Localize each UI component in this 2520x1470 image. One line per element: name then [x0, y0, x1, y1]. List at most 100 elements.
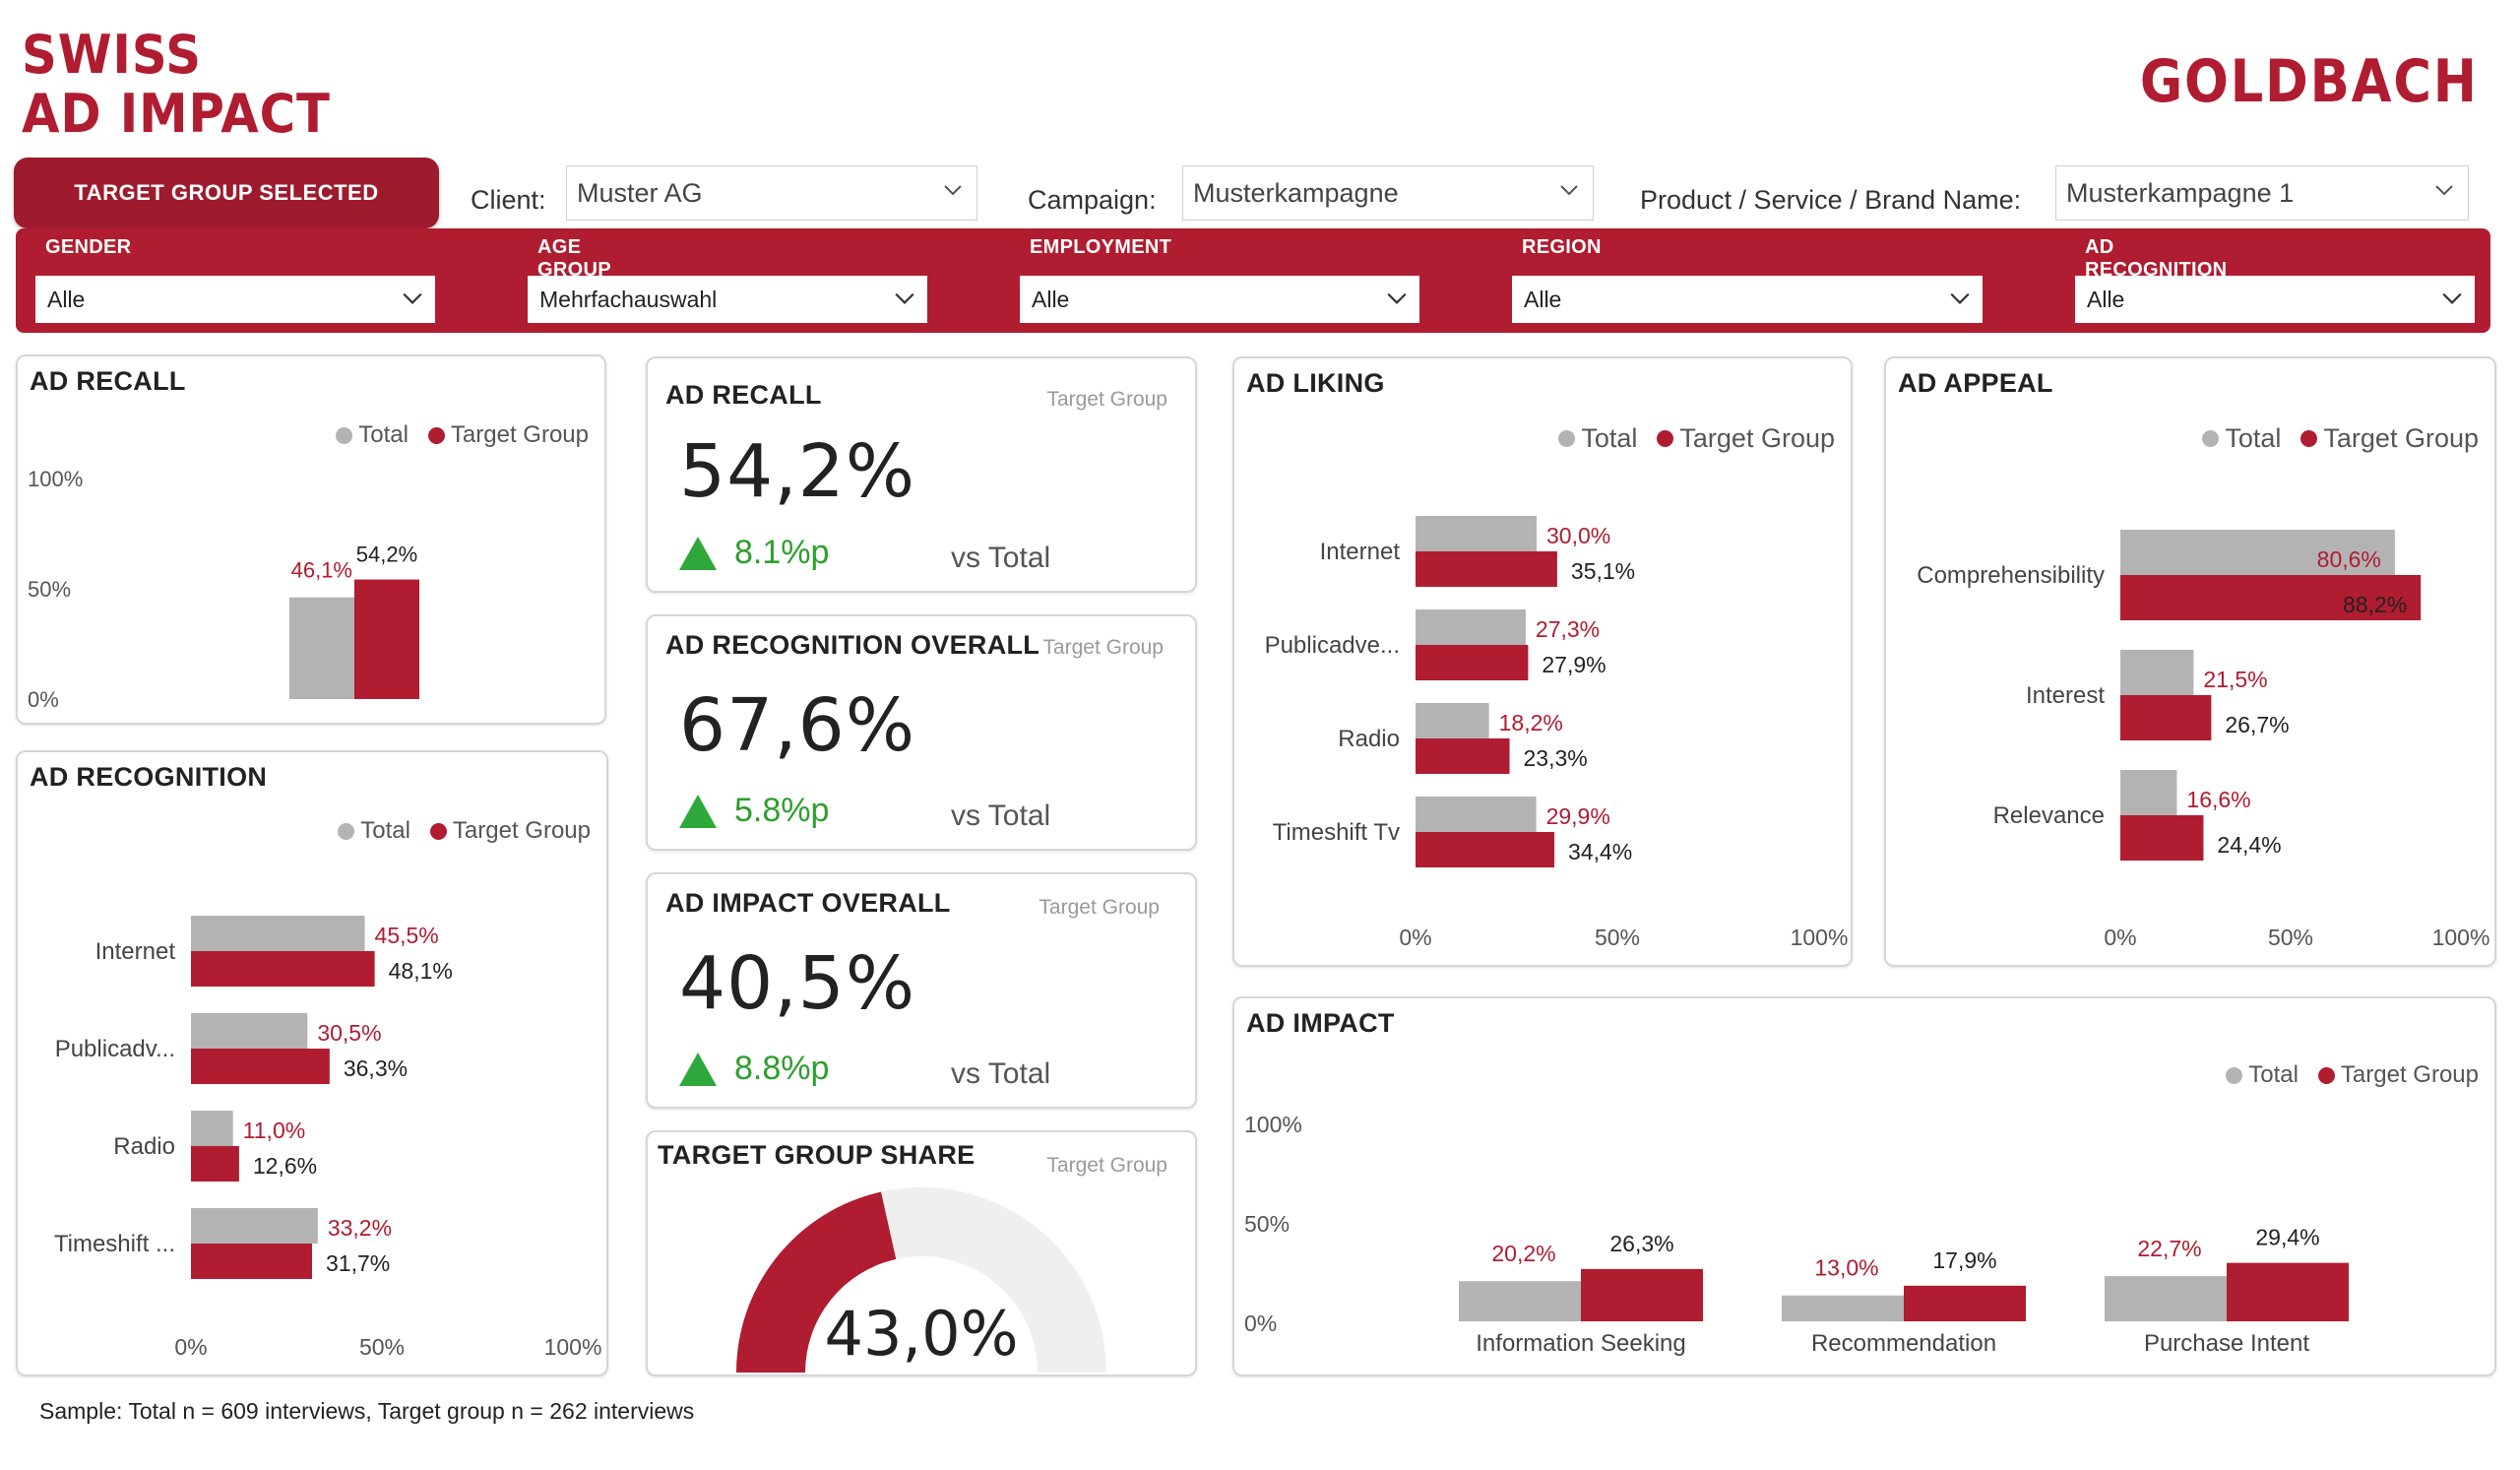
filter-ad-recognition-value: Alle [2087, 286, 2125, 312]
card-subtitle: Target Group [1046, 1154, 1167, 1177]
kpi-value: 67,6% [679, 683, 916, 768]
filter-employment-dropdown[interactable]: Alle [1020, 276, 1419, 323]
sample-footnote: Sample: Total n = 609 interviews, Target… [39, 1398, 695, 1424]
bar-total [1416, 516, 1537, 551]
chart-legend: Total Target Group [1558, 423, 1835, 454]
filter-gender-dropdown[interactable]: Alle [35, 276, 435, 323]
data-label-total: 22,7% [2137, 1236, 2201, 1261]
category-label: Comprehensibility [1917, 562, 2105, 589]
ad-liking-chart-card: AD LIKING Total Target Group Internet 30,… [1232, 356, 1853, 967]
legend-total-marker [336, 426, 353, 444]
ad-appeal-chart-card: AD APPEAL Total Target Group Comprehensi… [1884, 356, 2496, 967]
card-title: AD APPEAL [1898, 368, 2053, 398]
legend-target-marker [427, 426, 445, 444]
bar-target [1416, 832, 1555, 867]
legend-total-marker [2202, 430, 2220, 447]
filter-age-group-dropdown[interactable]: Mehrfachauswahl [528, 276, 927, 323]
ad-recall-chart-card: AD RECALL Total Target Group 100% 50% 0% 46… [16, 354, 606, 725]
legend-total-marker [1558, 430, 1576, 447]
legend-target-marker [2317, 1066, 2335, 1084]
x-tick-label: 50% [359, 1334, 405, 1360]
legend-target-label: Target Group [1679, 423, 1835, 453]
filter-age-group-value: Mehrfachauswahl [539, 286, 718, 312]
ad-liking-chart: Internet 30,0% 35,1% Publicadve... 27,3% 27,9… [1265, 516, 1848, 950]
data-label-target: 27,9% [1542, 652, 1606, 677]
filter-employment-value: Alle [1032, 286, 1070, 312]
product-dropdown[interactable]: Musterkampagne 1 [2055, 165, 2469, 221]
card-title: TARGET GROUP SHARE [658, 1140, 976, 1170]
kpi-comparison-label: vs Total [951, 1057, 1051, 1090]
legend-target-label: Target Group [450, 421, 589, 448]
x-tick-label: 0% [2104, 925, 2136, 950]
filter-age-group-label: AGE GROUP [537, 236, 611, 281]
x-tick-label: 50% [2268, 925, 2313, 950]
category-label: Purchase Intent [2144, 1330, 2309, 1357]
category-label: Recommendation [1811, 1330, 1996, 1357]
legend-target-label: Target Group [2340, 1061, 2479, 1088]
campaign-label: Campaign: [1028, 185, 1157, 215]
chart-legend: Total Target Group [2202, 423, 2479, 454]
data-label-total: 11,0% [243, 1118, 306, 1143]
data-label-total: 29,9% [1546, 803, 1610, 829]
filter-ad-recognition-label: AD RECOGNITION [2085, 236, 2228, 281]
client-dropdown[interactable]: Muster AG [566, 165, 977, 221]
legend-total-marker [2226, 1066, 2243, 1084]
bar-total [1416, 703, 1489, 738]
bar-target [1416, 738, 1510, 774]
bar-target [1904, 1285, 2026, 1321]
legend-target-marker [429, 822, 447, 840]
filter-ad-recognition-dropdown[interactable]: Alle [2075, 276, 2475, 323]
kpi-card-ad-recall: AD RECALL Target Group 54,2% 8.1%p vs To… [646, 356, 1197, 593]
data-label-target: 29,4% [2255, 1225, 2319, 1250]
brand-logo: GOLDBACH [2140, 47, 2479, 116]
data-label-total: 20,2% [1491, 1241, 1555, 1266]
bar-target [191, 1049, 330, 1084]
ad-appeal-chart: Comprehensibility 80,6% 88,2% Interest 21,5%… [1917, 530, 2489, 950]
kpi-subtitle: Target Group [1039, 896, 1160, 919]
filter-region-dropdown[interactable]: Alle [1512, 276, 1983, 323]
filter-region-value: Alle [1524, 286, 1562, 312]
kpi-card-ad-impact-overall: AD IMPACT OVERALL Target Group 40,5% 8.8… [646, 872, 1197, 1109]
client-label: Client: [471, 185, 546, 215]
legend-total-label: Total [2248, 1061, 2299, 1088]
category-label: Timeshift ... [54, 1231, 175, 1257]
campaign-dropdown[interactable]: Musterkampagne [1182, 165, 1594, 221]
data-label-total: 21,5% [2203, 667, 2267, 692]
kpi-subtitle: Target Group [1046, 388, 1167, 411]
data-label-target: 88,2% [2343, 592, 2407, 617]
legend-target-label: Target Group [2323, 423, 2479, 453]
ad-recognition-chart: Internet 45,5% 48,1% Publicadv... 30,5% 36,3%… [54, 916, 602, 1360]
filter-gender-value: Alle [47, 286, 86, 312]
data-label-total: 46,1% [291, 558, 352, 583]
app-logo: SWISS AD IMPACT [22, 26, 331, 144]
category-label: Publicadv... [55, 1036, 175, 1062]
bar-total [191, 1208, 318, 1244]
data-label-target: 54,2% [356, 543, 417, 567]
bar-total [1416, 797, 1537, 832]
bar-total [2120, 530, 2395, 575]
y-tick-label: 50% [1244, 1211, 1290, 1237]
x-tick-label: 100% [544, 1334, 602, 1360]
chevron-down-icon [944, 185, 962, 196]
data-label-target: 17,9% [1932, 1247, 1996, 1273]
legend-total-label: Total [2225, 423, 2282, 453]
kpi-title: AD IMPACT OVERALL [665, 888, 951, 918]
x-tick-label: 50% [1595, 925, 1640, 950]
data-label-target: 36,3% [344, 1055, 408, 1081]
client-dropdown-value: Muster AG [577, 177, 703, 208]
data-label-total: 13,0% [1814, 1255, 1878, 1281]
chart-legend: Total Target Group [338, 817, 591, 845]
card-title: AD IMPACT [1246, 1008, 1395, 1038]
data-label-total: 30,5% [317, 1020, 381, 1046]
data-label-total: 30,0% [1546, 523, 1610, 548]
target-group-selected-button[interactable]: TARGET GROUP SELECTED [14, 158, 439, 228]
logo-line-2: AD IMPACT [22, 83, 331, 145]
up-arrow-icon [679, 1052, 717, 1086]
legend-target-marker [2300, 430, 2318, 447]
chevron-down-icon [895, 292, 914, 304]
kpi-value: 40,5% [679, 941, 916, 1026]
chevron-down-icon [1950, 292, 1970, 304]
bar-total [1459, 1281, 1581, 1321]
kpi-comparison-label: vs Total [951, 542, 1051, 574]
category-label: Publicadve... [1265, 632, 1400, 659]
